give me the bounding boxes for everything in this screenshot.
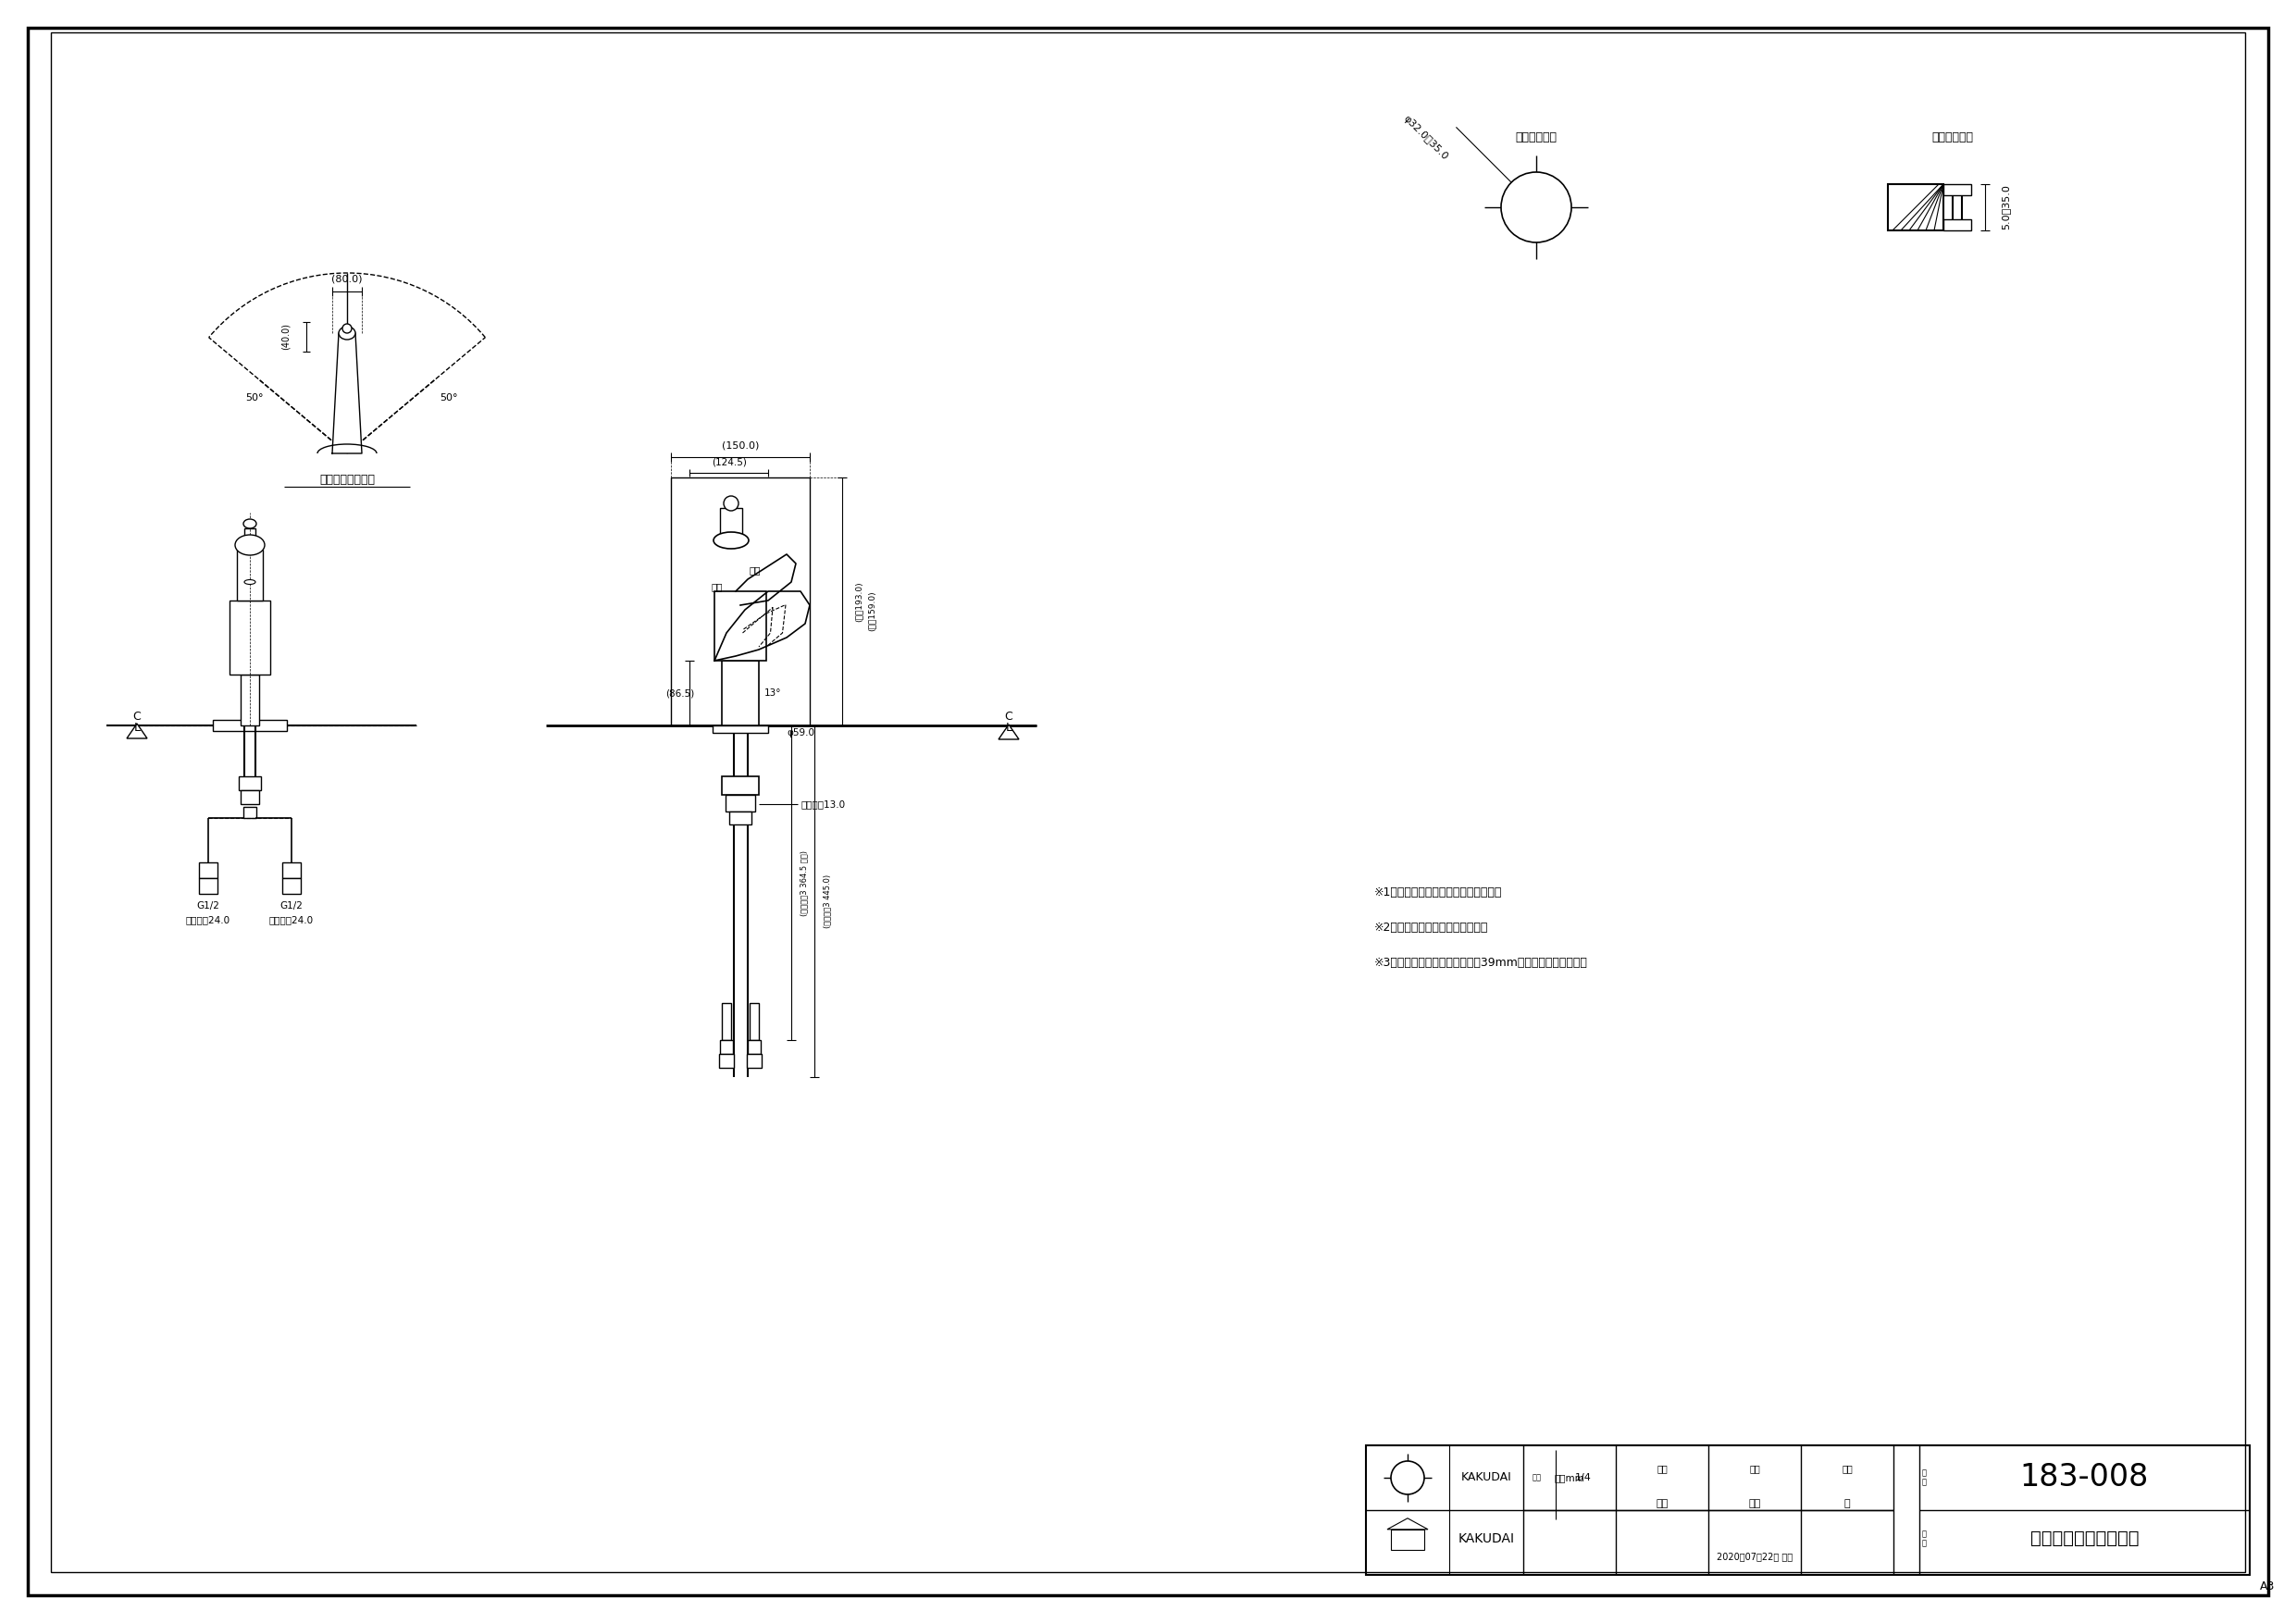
Text: ※2　止水栓を必ず設置すること。: ※2 止水栓を必ず設置すること。 bbox=[1375, 922, 1488, 933]
Text: 品
名: 品 名 bbox=[1922, 1529, 1926, 1548]
Bar bbox=[243, 529, 255, 545]
Circle shape bbox=[1391, 1461, 1424, 1495]
Text: 2020年07月22日 作成: 2020年07月22日 作成 bbox=[1717, 1552, 1793, 1561]
Bar bbox=[721, 508, 742, 540]
Bar bbox=[239, 776, 262, 790]
Bar bbox=[200, 878, 218, 894]
Bar bbox=[748, 1040, 760, 1053]
Bar bbox=[200, 862, 218, 878]
Text: 検図: 検図 bbox=[1750, 1464, 1761, 1474]
Bar bbox=[1942, 219, 1972, 230]
Circle shape bbox=[342, 325, 351, 333]
Text: 品
番: 品 番 bbox=[1922, 1469, 1926, 1487]
Text: 単位mm: 単位mm bbox=[1554, 1474, 1584, 1482]
Ellipse shape bbox=[340, 326, 356, 339]
Text: 尺度: 尺度 bbox=[1531, 1474, 1543, 1482]
Bar bbox=[1366, 1446, 2250, 1574]
Text: KAKUDAI: KAKUDAI bbox=[1458, 1532, 1515, 1545]
Text: 止水: 止水 bbox=[712, 583, 723, 591]
Text: ※1　（　）内寸法は参考寸法である。: ※1 （ ）内寸法は参考寸法である。 bbox=[1375, 886, 1502, 898]
Bar bbox=[1942, 183, 1972, 195]
Text: 天板締付範囲: 天板締付範囲 bbox=[1931, 131, 1975, 144]
Text: 製図: 製図 bbox=[1658, 1464, 1667, 1474]
Bar bbox=[746, 1053, 762, 1068]
Text: (全長193.0): (全長193.0) bbox=[854, 581, 863, 622]
Text: L: L bbox=[1006, 722, 1013, 734]
Text: L: L bbox=[133, 722, 140, 734]
Bar bbox=[721, 661, 760, 725]
Bar bbox=[282, 862, 301, 878]
Text: C: C bbox=[1006, 711, 1013, 722]
Text: φ59.0: φ59.0 bbox=[788, 729, 815, 737]
Text: (参考寿を3 445.0): (参考寿を3 445.0) bbox=[824, 875, 831, 928]
Bar bbox=[241, 675, 259, 725]
Bar bbox=[243, 807, 257, 818]
Text: 天板取付穴径: 天板取付穴径 bbox=[1515, 131, 1557, 144]
Polygon shape bbox=[999, 724, 1019, 740]
Text: (40.0): (40.0) bbox=[282, 323, 292, 351]
Text: 六角対辺24.0: 六角対辺24.0 bbox=[186, 915, 230, 925]
Text: (124.5): (124.5) bbox=[712, 458, 746, 466]
Text: C: C bbox=[133, 711, 140, 722]
Text: シングルレバー混合栓: シングルレバー混合栓 bbox=[2030, 1530, 2140, 1547]
Bar bbox=[1391, 1529, 1424, 1550]
Text: G1/2: G1/2 bbox=[197, 901, 220, 911]
Polygon shape bbox=[1387, 1518, 1428, 1529]
Bar bbox=[236, 550, 262, 601]
Ellipse shape bbox=[243, 519, 257, 529]
Text: (参考寿を3 364.5 目安): (参考寿を3 364.5 目安) bbox=[799, 850, 808, 915]
Text: (150.0): (150.0) bbox=[721, 441, 760, 451]
Text: ※3　ブレードホースは曲げ半彄39mm以上を確保すること。: ※3 ブレードホースは曲げ半彄39mm以上を確保すること。 bbox=[1375, 956, 1589, 969]
Text: 5.0～35.0: 5.0～35.0 bbox=[2000, 185, 2009, 230]
Polygon shape bbox=[333, 333, 363, 453]
Text: KAKUDAI: KAKUDAI bbox=[1460, 1472, 1511, 1483]
Circle shape bbox=[723, 497, 739, 511]
Circle shape bbox=[1502, 172, 1570, 242]
Bar bbox=[726, 795, 755, 812]
Text: φ32.0～35.0: φ32.0～35.0 bbox=[1401, 114, 1449, 162]
Polygon shape bbox=[126, 724, 147, 738]
Text: 承認: 承認 bbox=[1841, 1464, 1853, 1474]
Text: 六角対辺24.0: 六角対辺24.0 bbox=[269, 915, 315, 925]
Text: A3: A3 bbox=[2259, 1579, 2275, 1592]
Bar bbox=[719, 1053, 735, 1068]
Text: (86.5): (86.5) bbox=[666, 688, 696, 698]
Text: G1/2: G1/2 bbox=[280, 901, 303, 911]
Text: 183-008: 183-008 bbox=[2020, 1462, 2149, 1493]
Text: 祝: 祝 bbox=[1844, 1500, 1851, 1508]
Bar bbox=[712, 725, 769, 734]
Bar bbox=[214, 721, 287, 730]
Text: 六角対辺13.0: 六角対辺13.0 bbox=[801, 800, 845, 808]
Ellipse shape bbox=[714, 532, 748, 549]
Text: 黒崎: 黒崎 bbox=[1655, 1500, 1669, 1508]
Text: 山田: 山田 bbox=[1750, 1500, 1761, 1508]
Bar bbox=[230, 601, 271, 675]
Text: ハンドル回転角度: ハンドル回転角度 bbox=[319, 474, 374, 485]
Ellipse shape bbox=[243, 579, 255, 584]
Bar bbox=[721, 1003, 730, 1040]
Bar bbox=[714, 591, 767, 661]
Bar bbox=[241, 790, 259, 803]
Bar bbox=[670, 477, 810, 725]
Bar bbox=[721, 776, 760, 795]
Text: 13°: 13° bbox=[765, 688, 781, 698]
Bar bbox=[730, 812, 751, 824]
Text: 50°: 50° bbox=[441, 393, 457, 403]
Text: (80.0): (80.0) bbox=[331, 274, 363, 282]
Bar bbox=[721, 1040, 732, 1053]
Text: (吉長159.0): (吉長159.0) bbox=[868, 591, 875, 631]
Ellipse shape bbox=[234, 536, 264, 555]
Bar bbox=[1887, 183, 1942, 230]
Bar bbox=[282, 878, 301, 894]
Text: 50°: 50° bbox=[246, 393, 264, 403]
Text: 1/4: 1/4 bbox=[1575, 1474, 1591, 1482]
Text: 吐水: 吐水 bbox=[748, 565, 762, 575]
Bar bbox=[748, 1003, 760, 1040]
